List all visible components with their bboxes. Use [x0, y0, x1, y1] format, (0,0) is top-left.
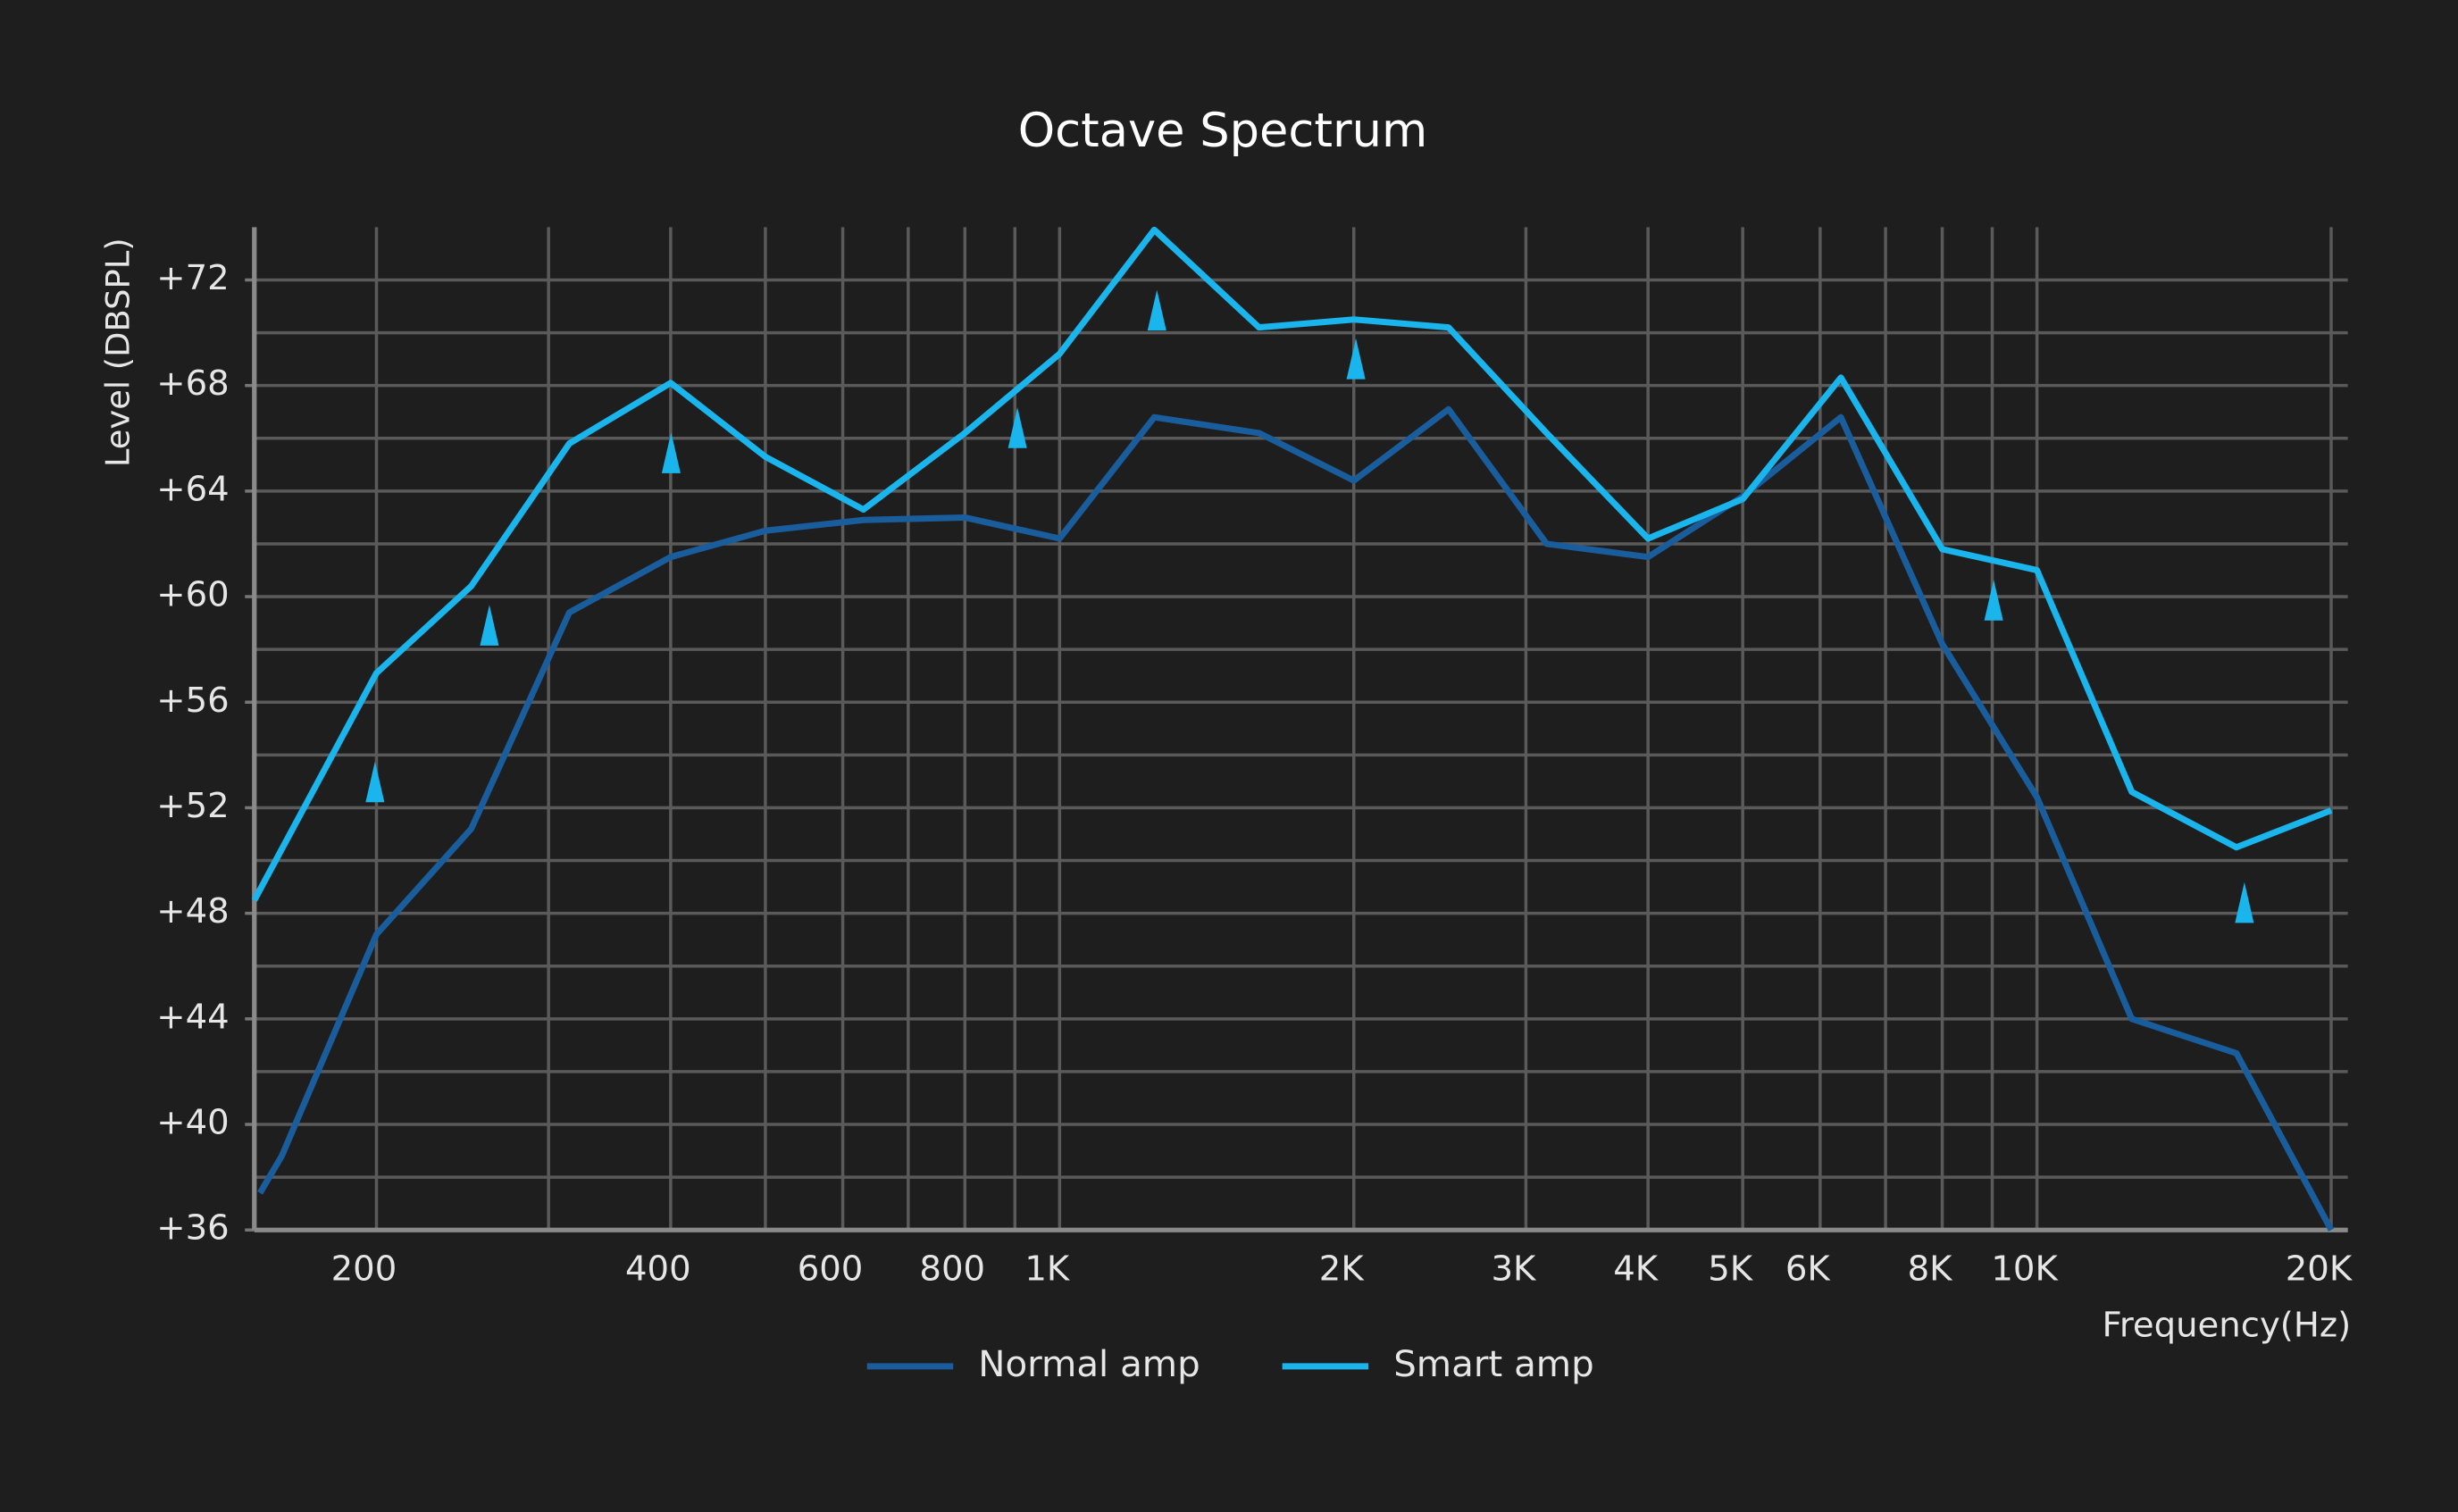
- y-tick-label: +60: [156, 575, 229, 615]
- x-tick-label: 600: [798, 1249, 864, 1289]
- legend-label: Normal amp: [978, 1343, 1200, 1385]
- x-tick-label: 6K: [1785, 1249, 1832, 1289]
- x-tick-label: 200: [331, 1249, 397, 1289]
- y-tick-label: +56: [156, 681, 229, 721]
- x-tick-label: 800: [919, 1249, 985, 1289]
- legend: Normal amp Smart amp: [866, 1343, 1594, 1385]
- chart-title: Octave Spectrum: [1018, 104, 1428, 158]
- y-tick-label: +72: [156, 258, 229, 298]
- x-tick-label: 4K: [1613, 1249, 1660, 1289]
- y-tick-label: +64: [156, 469, 229, 509]
- y-tick-label: +44: [156, 997, 229, 1037]
- x-axis-label: Frequency(Hz): [2102, 1305, 2351, 1345]
- grid: [245, 227, 2348, 1232]
- y-tick-label: +36: [156, 1208, 229, 1249]
- x-tick-label: 20K: [2286, 1249, 2353, 1289]
- improvement-arrows: [365, 289, 2254, 998]
- y-tick-label: +40: [156, 1103, 229, 1143]
- series-line: [257, 405, 2335, 1232]
- y-tick-label: +48: [156, 891, 229, 931]
- series-line: [251, 226, 2333, 902]
- y-tick-label: +68: [156, 363, 229, 404]
- legend-label: Smart amp: [1393, 1343, 1594, 1385]
- x-tick-label: 3K: [1491, 1249, 1537, 1289]
- x-tick-label: 5K: [1708, 1249, 1754, 1289]
- x-tick-label: 2K: [1319, 1249, 1366, 1289]
- x-tick-label: 10K: [1991, 1249, 2059, 1289]
- x-tick-label: 400: [625, 1249, 691, 1289]
- y-tick-label: +52: [156, 786, 229, 826]
- plot: [251, 226, 2335, 1232]
- x-tick-label: 8K: [1908, 1249, 1954, 1289]
- x-tick-label: 1K: [1024, 1249, 1071, 1289]
- y-axis-label: Level (DBSPL): [98, 238, 137, 467]
